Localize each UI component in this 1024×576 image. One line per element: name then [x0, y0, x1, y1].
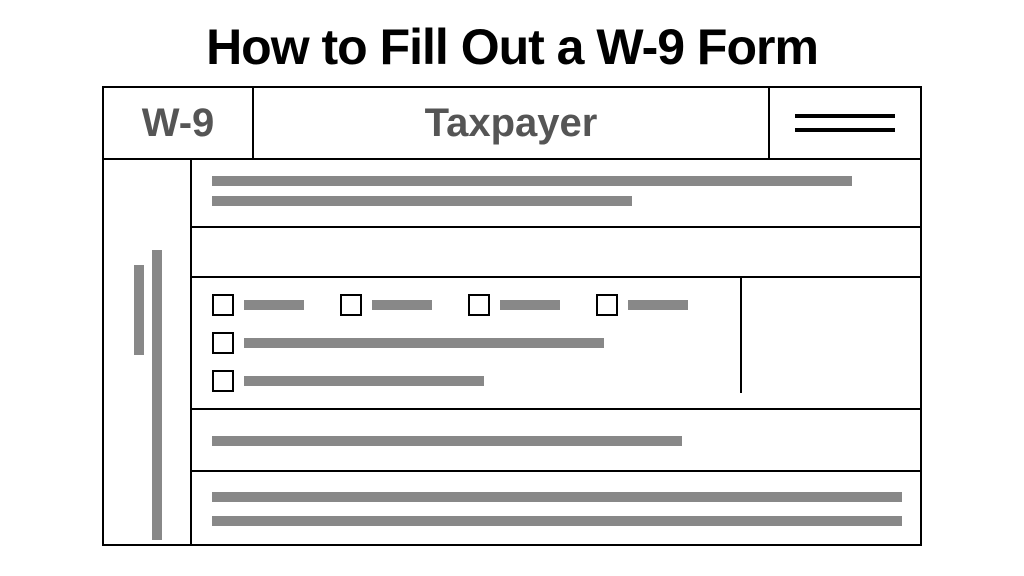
- form-id-label: W-9: [142, 101, 215, 146]
- checkbox-row: [212, 294, 720, 316]
- header-form-id-cell: W-9: [104, 88, 254, 158]
- text-placeholder-line: [212, 516, 902, 526]
- form-section-5: [192, 472, 920, 544]
- checkbox-area: [192, 278, 740, 408]
- header-rule-line: [795, 128, 895, 132]
- text-placeholder-line: [212, 492, 902, 502]
- checkbox[interactable]: [212, 370, 234, 392]
- w9-form: W-9 Taxpayer: [102, 86, 922, 546]
- checkbox-row: [212, 370, 720, 392]
- text-placeholder-line: [212, 176, 852, 186]
- checkbox[interactable]: [212, 332, 234, 354]
- form-header: W-9 Taxpayer: [104, 88, 920, 160]
- checkbox[interactable]: [468, 294, 490, 316]
- checkbox-row: [212, 332, 720, 354]
- form-section-3: [192, 278, 920, 410]
- text-placeholder-line: [372, 300, 432, 310]
- checkbox[interactable]: [596, 294, 618, 316]
- header-rule-line: [795, 114, 895, 118]
- page-title: How to Fill Out a W-9 Form: [206, 18, 818, 76]
- checkbox[interactable]: [212, 294, 234, 316]
- text-placeholder-line: [500, 300, 560, 310]
- form-main-column: [190, 160, 920, 544]
- text-placeholder-line: [244, 338, 604, 348]
- form-body: [104, 160, 920, 544]
- side-indicator-bar: [152, 250, 162, 540]
- form-title-label: Taxpayer: [425, 101, 598, 146]
- text-placeholder-line: [244, 376, 484, 386]
- form-section-4: [192, 410, 920, 472]
- header-title-cell: Taxpayer: [254, 88, 770, 158]
- text-placeholder-line: [212, 436, 682, 446]
- side-indicator-bar: [134, 265, 144, 355]
- form-section-2: [192, 228, 920, 278]
- text-placeholder-line: [244, 300, 304, 310]
- section-3-side-panel: [740, 278, 920, 393]
- header-right-cell: [770, 88, 920, 158]
- form-side-column: [104, 160, 190, 544]
- checkbox[interactable]: [340, 294, 362, 316]
- form-section-1: [192, 160, 920, 228]
- text-placeholder-line: [628, 300, 688, 310]
- text-placeholder-line: [212, 196, 632, 206]
